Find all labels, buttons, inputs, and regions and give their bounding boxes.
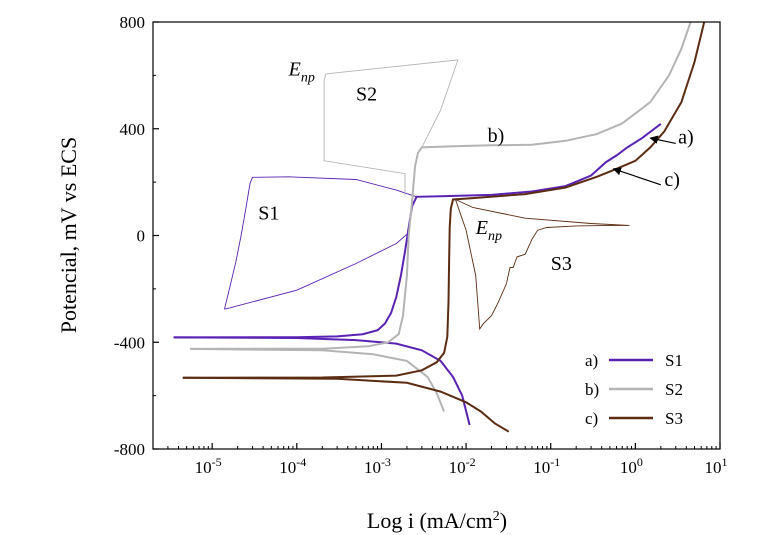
annotation-label: S3 — [551, 253, 572, 275]
series-s3-reverse-scan — [455, 199, 630, 331]
legend-key-s3: c) — [585, 409, 598, 428]
enp-label: Enp — [475, 217, 502, 244]
y-tick-label: 400 — [120, 120, 146, 139]
y-tick-label: -400 — [114, 333, 145, 352]
plot-frame — [152, 21, 721, 450]
series-s2-reverse-scan — [323, 59, 459, 196]
series-s2-anodic-branch — [190, 21, 692, 350]
x-axis: 10-5 10-4 10-3 10-2 10-1 100 101 — [152, 443, 728, 477]
annotation-arrow — [649, 135, 676, 145]
legend-key-s1: a) — [585, 351, 598, 370]
series-s3-anodic-branch — [182, 21, 706, 379]
annotation-label: S2 — [356, 84, 377, 106]
legend-label-s3: S3 — [665, 409, 683, 428]
y-tick-label: 0 — [137, 227, 146, 246]
series-s2-cathodic-branch — [190, 347, 446, 412]
x-tick-label: 10-1 — [533, 455, 560, 477]
y-tick-label: -800 — [114, 440, 145, 459]
annotation-label: S1 — [258, 202, 279, 224]
annotation-arrow — [612, 167, 662, 186]
x-tick-label: 100 — [620, 455, 643, 477]
annotation-label: c) — [664, 169, 680, 191]
legend: a) S1 b) S2 c) S3 — [585, 351, 683, 428]
x-tick-label: 10-4 — [279, 455, 306, 477]
x-tick-label: 101 — [705, 455, 728, 477]
x-axis-title: Log i (mA/cm2) — [367, 508, 507, 533]
legend-label-s2: S2 — [665, 380, 683, 399]
y-axis: -800 -400 0 400 800 — [114, 13, 159, 459]
series-s3-cathodic-branch — [182, 376, 510, 433]
y-tick-label: 800 — [120, 13, 146, 32]
series-layer — [173, 21, 706, 433]
series-s1-reverse-scan — [223, 176, 417, 310]
x-tick-label: 10-3 — [364, 455, 391, 477]
annotation-label: b) — [488, 125, 505, 147]
annotation-label: a) — [678, 126, 694, 148]
y-axis-title: Potencial, mV vs ECS — [56, 137, 81, 333]
legend-label-s1: S1 — [665, 351, 683, 370]
enp-label: Enp — [288, 58, 315, 85]
x-tick-label: 10-5 — [195, 455, 222, 477]
legend-key-s2: b) — [585, 380, 599, 399]
annotation-layer: S1 S2 S3 a) b) c) Enp Enp — [258, 58, 693, 275]
series-s1-cathodic-branch — [173, 336, 471, 426]
x-tick-label: 10-2 — [449, 455, 476, 477]
